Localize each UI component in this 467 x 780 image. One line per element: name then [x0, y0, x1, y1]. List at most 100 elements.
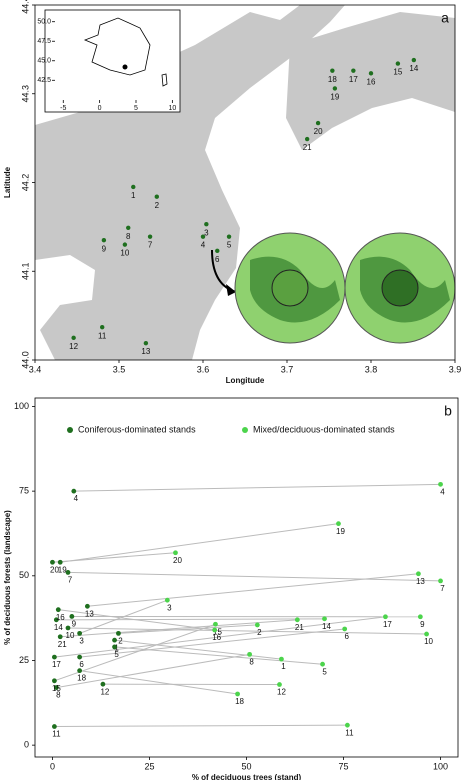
pair-line — [73, 483, 441, 492]
point — [254, 622, 260, 628]
site-point — [204, 222, 209, 227]
point — [212, 627, 218, 633]
y-tick-label: 0 — [24, 740, 29, 750]
corsica — [161, 73, 168, 87]
point-label: 15 — [213, 627, 222, 636]
pair-line — [56, 653, 250, 689]
point-label: 1 — [114, 643, 119, 652]
point — [336, 521, 341, 527]
x-tick-label: 3.7 — [281, 364, 294, 374]
point — [55, 607, 61, 613]
france-outline — [83, 17, 151, 76]
y-tick-label: 50.0 — [37, 19, 51, 26]
point — [77, 668, 83, 674]
point-label: 16 — [56, 613, 65, 622]
point-label: 14 — [54, 623, 63, 632]
site-point — [395, 61, 401, 66]
point-label: 3 — [167, 603, 172, 612]
y-tick-label: 50 — [19, 570, 29, 580]
point — [417, 614, 423, 620]
y-tick-label: 45.0 — [37, 58, 51, 65]
site-label: 15 — [393, 68, 402, 77]
pair-line — [67, 627, 427, 635]
site-point — [315, 120, 321, 126]
site-point — [330, 68, 335, 73]
point — [294, 617, 300, 623]
site-point — [154, 194, 159, 199]
y-tick-label: 44.4 — [20, 0, 30, 14]
site-label: 21 — [303, 143, 312, 152]
pair-line — [58, 609, 215, 631]
pair-line — [79, 670, 238, 695]
site-label: 9 — [102, 244, 107, 253]
point-label: 9 — [420, 620, 425, 629]
y-tick-label: 42.5 — [37, 77, 51, 84]
site-point — [101, 237, 107, 243]
point-label: 18 — [235, 697, 244, 706]
point-label: 10 — [424, 637, 433, 646]
x-tick-label: 10 — [168, 105, 176, 112]
point — [213, 621, 218, 627]
pair-line — [87, 573, 419, 607]
legend-marker — [67, 427, 73, 433]
point-label: 16 — [212, 633, 221, 642]
pair-line — [52, 552, 176, 563]
point-label: 17 — [383, 620, 392, 629]
pair-line — [114, 639, 282, 660]
point-label: 21 — [58, 640, 67, 649]
point-label: 6 — [344, 632, 349, 641]
point-label: 19 — [336, 527, 345, 536]
site-point — [411, 57, 417, 63]
site-point — [226, 234, 232, 239]
point — [344, 722, 350, 728]
point-label: 13 — [85, 609, 94, 618]
y-tick-label: 44.2 — [20, 174, 30, 192]
point — [112, 644, 117, 650]
point-label: 6 — [79, 660, 84, 669]
point-label: 13 — [416, 577, 425, 586]
point — [438, 578, 443, 584]
x-tick-label: 3.9 — [449, 364, 462, 374]
point — [57, 559, 63, 565]
point — [320, 661, 325, 667]
site-point — [126, 225, 131, 230]
x-tick-label: 5 — [134, 105, 138, 112]
site-label: 10 — [120, 249, 129, 258]
point — [112, 637, 117, 643]
x-tick-label: 75 — [339, 761, 349, 771]
point-label: 20 — [50, 565, 59, 574]
point — [100, 681, 106, 687]
point — [322, 616, 327, 622]
point-label: 21 — [295, 623, 304, 632]
point-label: 11 — [52, 730, 61, 739]
point-label: 5 — [322, 667, 327, 676]
point — [383, 614, 388, 620]
site-point — [143, 340, 149, 346]
stand-circle — [381, 269, 419, 307]
point — [438, 481, 443, 487]
x-tick-label: 0 — [98, 105, 102, 112]
point — [69, 614, 75, 619]
pair-line — [56, 618, 325, 621]
point — [77, 654, 83, 660]
x-tick-label: 3.4 — [29, 364, 42, 374]
site-point — [304, 136, 310, 142]
point — [277, 682, 282, 687]
legend-marker — [242, 427, 248, 433]
point — [57, 634, 63, 640]
x-tick-label: 0 — [50, 761, 55, 771]
pair-line — [79, 628, 345, 658]
point — [52, 724, 57, 729]
y-tick-label: 44.0 — [20, 351, 30, 369]
point — [71, 488, 77, 494]
point-label: 9 — [72, 620, 77, 629]
x-tick-label: 3.8 — [365, 364, 378, 374]
site-label: 6 — [215, 255, 220, 264]
site-label: 2 — [155, 201, 160, 210]
pair-line — [54, 724, 348, 728]
study-area — [122, 64, 128, 70]
point-label: 20 — [173, 556, 182, 565]
y-tick-label: 75 — [19, 486, 29, 496]
legend-label: Mixed/deciduous-dominated stands — [253, 424, 395, 434]
